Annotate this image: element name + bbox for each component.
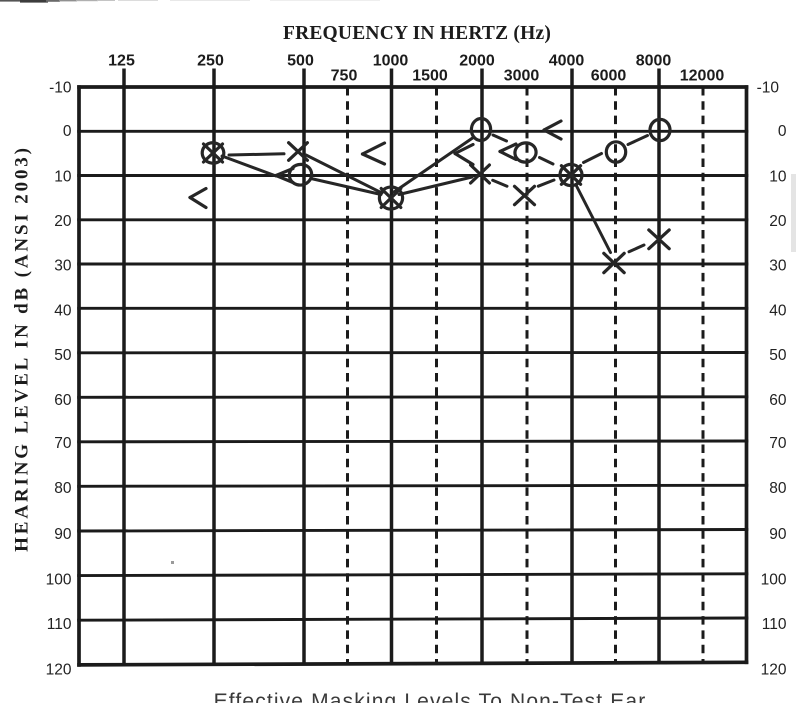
svg-text:20: 20 — [54, 213, 72, 230]
svg-text:100: 100 — [46, 571, 72, 588]
svg-text:2000: 2000 — [459, 53, 495, 70]
svg-text:8000: 8000 — [636, 53, 672, 70]
svg-text:0: 0 — [778, 123, 787, 140]
svg-text:6000: 6000 — [591, 68, 627, 85]
svg-text:70: 70 — [769, 435, 787, 452]
svg-text:1500: 1500 — [412, 68, 448, 85]
svg-text:-10: -10 — [49, 80, 72, 97]
svg-text:100: 100 — [761, 571, 787, 588]
svg-text:-10: -10 — [757, 80, 780, 97]
svg-text:30: 30 — [54, 258, 72, 275]
svg-text:3000: 3000 — [504, 68, 540, 85]
svg-text:90: 90 — [54, 526, 72, 543]
svg-text:1000: 1000 — [373, 53, 409, 70]
svg-text:0: 0 — [63, 123, 72, 140]
svg-text:250: 250 — [197, 53, 224, 70]
svg-text:12000: 12000 — [680, 68, 725, 85]
svg-text:4000: 4000 — [549, 53, 585, 70]
svg-text:40: 40 — [769, 302, 787, 319]
svg-text:50: 50 — [54, 347, 72, 364]
svg-text:40: 40 — [54, 302, 72, 319]
svg-text:Effective Masking Levels To No: Effective Masking Levels To Non-Test Ear — [214, 690, 647, 703]
svg-text:500: 500 — [287, 53, 314, 70]
svg-text:30: 30 — [769, 258, 787, 275]
svg-text:110: 110 — [762, 616, 787, 633]
svg-text:60: 60 — [54, 392, 72, 409]
svg-text:FREQUENCY IN HERTZ (Hz): FREQUENCY IN HERTZ (Hz) — [283, 23, 551, 44]
svg-text:50: 50 — [769, 347, 787, 364]
svg-text:120: 120 — [761, 661, 787, 678]
svg-text:110: 110 — [47, 616, 72, 633]
svg-text:80: 80 — [54, 480, 72, 497]
svg-text:60: 60 — [769, 392, 787, 409]
svg-text:70: 70 — [54, 435, 72, 452]
svg-text:750: 750 — [331, 68, 358, 85]
svg-text:10: 10 — [54, 169, 72, 186]
svg-text:125: 125 — [108, 53, 135, 70]
svg-text:90: 90 — [769, 526, 787, 543]
svg-text:10: 10 — [769, 169, 787, 186]
svg-text:120: 120 — [46, 661, 72, 678]
svg-text:20: 20 — [769, 213, 787, 230]
svg-text:80: 80 — [769, 480, 787, 497]
svg-text:HEARING LEVEL IN dB (ANSI 2003: HEARING LEVEL IN dB (ANSI 2003) — [12, 145, 33, 552]
